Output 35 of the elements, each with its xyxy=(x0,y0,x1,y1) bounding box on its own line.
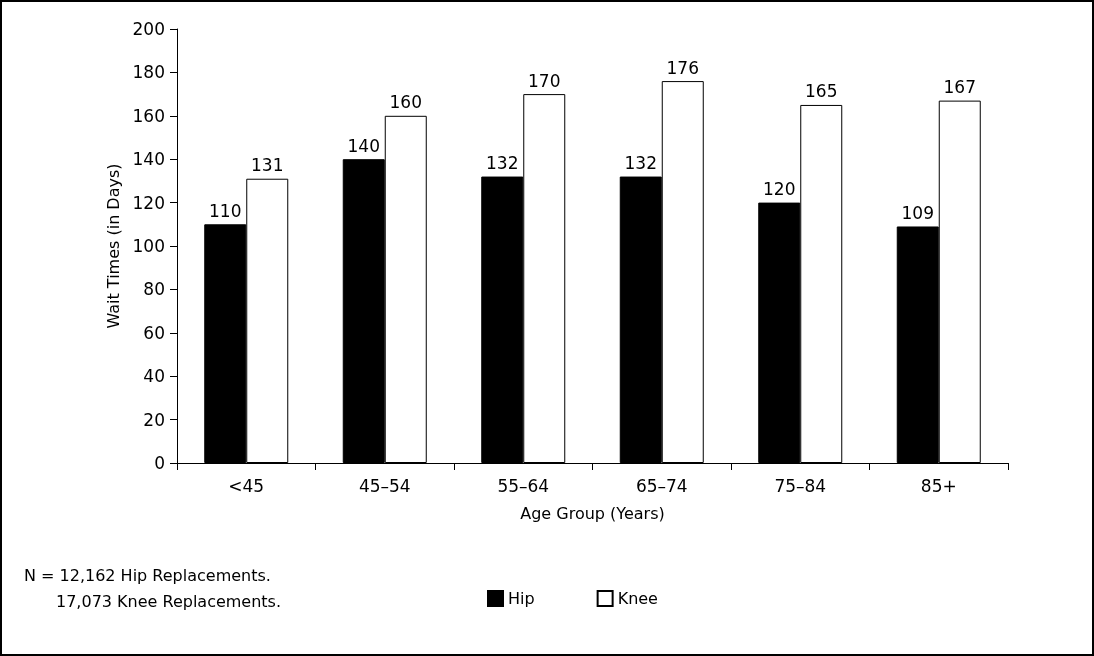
x-tick-label: 65–74 xyxy=(635,475,688,496)
y-axis-title: Wait Times (in Days) xyxy=(104,163,124,329)
legend-label: Knee xyxy=(617,589,658,608)
data-label: 132 xyxy=(486,153,519,174)
data-label: 167 xyxy=(943,77,976,98)
data-label: 131 xyxy=(251,155,284,176)
x-tick-label: 75–84 xyxy=(774,475,827,496)
text: N = 12,162 Hip Replacements. xyxy=(24,565,271,585)
y-tick-label: 140 xyxy=(132,149,165,170)
y-tick-label: 0 xyxy=(154,453,165,473)
data-label: 109 xyxy=(901,202,934,223)
y-tick-label: 20 xyxy=(143,409,165,430)
data-label: 110 xyxy=(209,200,242,221)
x-tick-label: 85+ xyxy=(920,475,957,496)
y-tick-label: 120 xyxy=(132,192,165,213)
data-label: 165 xyxy=(805,81,838,102)
y-tick-label: 40 xyxy=(143,366,165,387)
x-tick-label: 45–54 xyxy=(358,475,411,496)
data-label: 132 xyxy=(624,153,657,174)
x-tick-label: <45 xyxy=(228,475,265,496)
y-tick-label: 60 xyxy=(143,322,165,343)
x-axis-title: Age Group (Years) xyxy=(520,503,665,523)
y-tick-label: 100 xyxy=(132,236,165,256)
data-label: 160 xyxy=(389,92,422,113)
y-tick-label: 160 xyxy=(132,105,165,126)
legend-label: Hip xyxy=(508,589,535,608)
text: 17,073 Knee Replacements. xyxy=(56,591,282,611)
x-tick-label: 55–64 xyxy=(497,475,550,496)
data-label: 176 xyxy=(666,57,699,78)
data-label: 170 xyxy=(528,70,561,91)
y-tick-label: 80 xyxy=(143,279,165,300)
data-label: 140 xyxy=(347,135,380,156)
y-tick-label: 180 xyxy=(132,62,165,83)
data-label: 120 xyxy=(763,179,796,200)
y-tick-label: 200 xyxy=(132,19,165,39)
